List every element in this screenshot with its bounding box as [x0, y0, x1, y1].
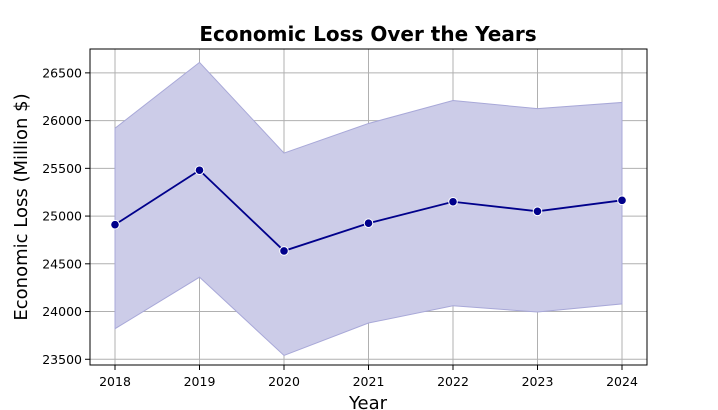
- y-tick-label: 24500: [42, 256, 82, 271]
- y-axis-label: Economic Loss (Million $): [11, 93, 32, 320]
- x-tick-label: 2024: [606, 374, 638, 389]
- confidence-band-area: [114, 61, 623, 357]
- x-tick-label: 2019: [184, 374, 216, 389]
- confidence-band: [114, 61, 623, 357]
- x-tick-label: 2022: [437, 374, 469, 389]
- x-tick-label: 2023: [522, 374, 554, 389]
- chart-title: Economic Loss Over the Years: [199, 22, 536, 46]
- data-point: [110, 219, 120, 230]
- data-point: [194, 165, 205, 176]
- x-tick-label: 2020: [268, 374, 300, 389]
- series-markers: [110, 165, 627, 256]
- y-tick-label: 23500: [42, 352, 82, 367]
- data-point: [448, 196, 458, 207]
- data-point: [617, 195, 627, 206]
- y-tick-label: 25000: [42, 209, 82, 224]
- x-axis-ticks: 2018 2019 2020 2021 2022 2023 2024: [99, 365, 638, 389]
- y-tick-label: 24000: [42, 304, 82, 319]
- x-tick-label: 2018: [99, 374, 131, 389]
- x-axis-label: Year: [348, 393, 388, 410]
- data-point: [532, 206, 543, 217]
- y-tick-label: 26000: [42, 113, 82, 128]
- y-axis-ticks: 23500 24000 24500 25000 25500 26000 26500: [42, 65, 90, 367]
- y-tick-label: 25500: [42, 161, 82, 176]
- y-tick-label: 26500: [42, 65, 82, 80]
- data-point: [363, 218, 374, 229]
- x-tick-label: 2021: [353, 374, 385, 389]
- data-point: [279, 246, 289, 256]
